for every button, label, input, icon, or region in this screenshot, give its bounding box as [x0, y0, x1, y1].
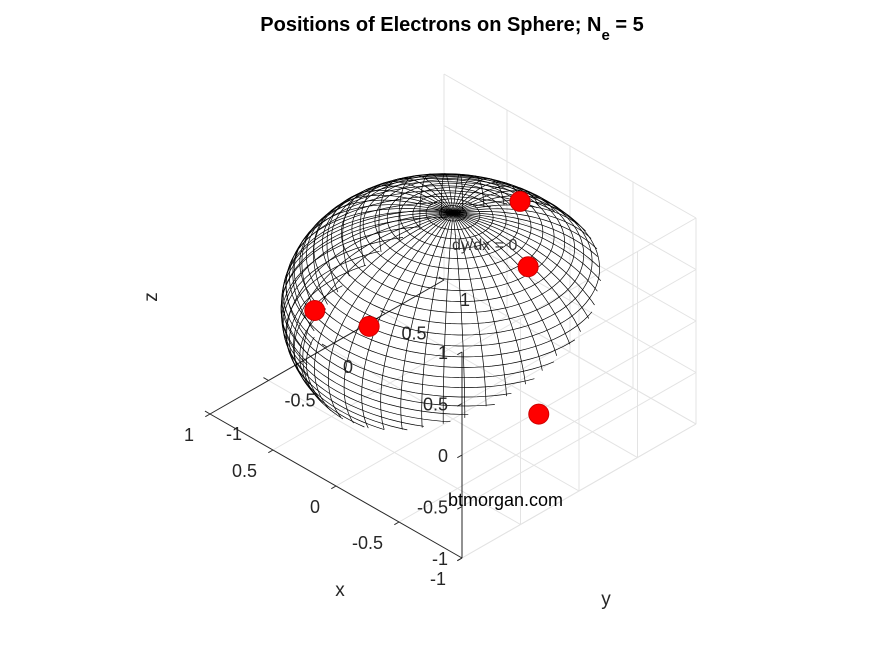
- tick-mark: [394, 521, 400, 526]
- y-tick-label: -0.5: [285, 391, 316, 411]
- meridian-line: [452, 212, 598, 292]
- tick-mark: [380, 310, 386, 314]
- meridian-line: [452, 212, 466, 418]
- parallel-line: [281, 209, 495, 407]
- axes-box: [204, 276, 463, 562]
- grid-line: [272, 315, 508, 451]
- x-axis-label: x: [335, 580, 345, 601]
- meridian-line: [302, 212, 454, 404]
- meridian-line: [452, 212, 558, 356]
- tick-mark: [457, 351, 463, 356]
- parallel-line: [289, 190, 555, 379]
- meridian-line: [442, 212, 454, 424]
- meridian-line: [400, 212, 454, 430]
- sphere-wireframe: [280, 173, 602, 431]
- parallel-line: [386, 182, 520, 259]
- tick-mark: [457, 557, 463, 562]
- meridian-line: [343, 212, 454, 424]
- y-tick-label: 0.5: [402, 324, 427, 344]
- tick-mark: [205, 413, 211, 418]
- parallel-line: [299, 181, 593, 358]
- grid-line: [443, 176, 697, 322]
- parallel-line: [425, 198, 481, 231]
- meridian-line: [452, 211, 598, 250]
- parallel-line: [282, 237, 424, 427]
- parallel-line: [285, 195, 535, 388]
- electron-point: [304, 300, 326, 322]
- meridian-line: [452, 212, 487, 407]
- z-tick-label: 0.5: [423, 395, 448, 415]
- meridian-line: [452, 204, 586, 232]
- x-tick-label: -1: [430, 569, 446, 589]
- electron-point: [509, 190, 531, 212]
- meridian-line: [452, 212, 543, 371]
- z-tick-label: 1: [438, 343, 448, 363]
- meridian-line: [378, 177, 454, 253]
- z-tick-label: 0: [438, 446, 448, 466]
- electron-points: [304, 190, 550, 425]
- chart-title: Positions of Electrons on Sphere; Ne = 5: [260, 14, 643, 44]
- tick-mark: [263, 377, 269, 381]
- tick-mark: [457, 454, 463, 459]
- electron-point: [517, 256, 539, 278]
- meridian-line: [452, 208, 592, 239]
- meridian-line: [452, 212, 602, 282]
- meridian-line: [452, 212, 595, 306]
- x-tick-label: 0: [310, 497, 320, 517]
- meridian-line: [452, 212, 598, 257]
- meridian-line: [452, 212, 581, 332]
- parallel-line: [299, 308, 344, 420]
- meridian-line: [314, 212, 454, 411]
- grid-line: [443, 73, 697, 219]
- x-tick-label: 0.5: [232, 461, 257, 481]
- grid-line: [461, 217, 697, 353]
- meridian-line: [280, 212, 454, 366]
- parallel-line: [280, 217, 469, 415]
- meridian-line: [327, 212, 454, 418]
- tick-mark: [321, 343, 328, 348]
- meridian-line: [452, 212, 590, 319]
- meridian-line: [421, 212, 454, 428]
- grid-line: [443, 125, 697, 270]
- parallel-line: [281, 226, 451, 423]
- meridian-line: [281, 210, 454, 355]
- meridian-line: [452, 212, 507, 397]
- parallel-line: [313, 175, 593, 336]
- meridian-line: [452, 212, 600, 268]
- meridian-line: [452, 212, 526, 385]
- x-tick-label: -0.5: [352, 533, 383, 553]
- y-tick-label: -1: [226, 424, 242, 444]
- electron-point: [528, 403, 550, 425]
- z-axis-label: z: [141, 292, 162, 302]
- grid-line: [385, 313, 638, 458]
- parallel-line: [285, 250, 408, 431]
- z-tick-label: -0.5: [417, 498, 448, 518]
- parallel-line: [399, 187, 507, 249]
- grid-line: [461, 320, 697, 456]
- z-tick-label: -1: [432, 549, 448, 569]
- tick-mark: [457, 506, 463, 510]
- parallel-line: [439, 205, 467, 222]
- tick-mark: [204, 410, 211, 415]
- parallel-line: [340, 173, 566, 302]
- y-tick-label: 1: [460, 290, 470, 310]
- parallel-line: [412, 192, 494, 240]
- y-axis-label: y: [601, 589, 611, 610]
- y-tick-label: 0: [343, 357, 353, 377]
- grid: [209, 73, 697, 559]
- electron-point: [358, 315, 380, 337]
- parallel-line: [374, 179, 532, 270]
- tick-mark: [331, 485, 337, 490]
- annotation-text: dy/dx = 0: [452, 237, 517, 254]
- watermark: btmorgan.com: [448, 490, 563, 510]
- tick-mark: [268, 449, 274, 454]
- x-tick-label: 1: [184, 425, 194, 445]
- meridian-line: [292, 204, 454, 332]
- grid-line: [461, 269, 697, 404]
